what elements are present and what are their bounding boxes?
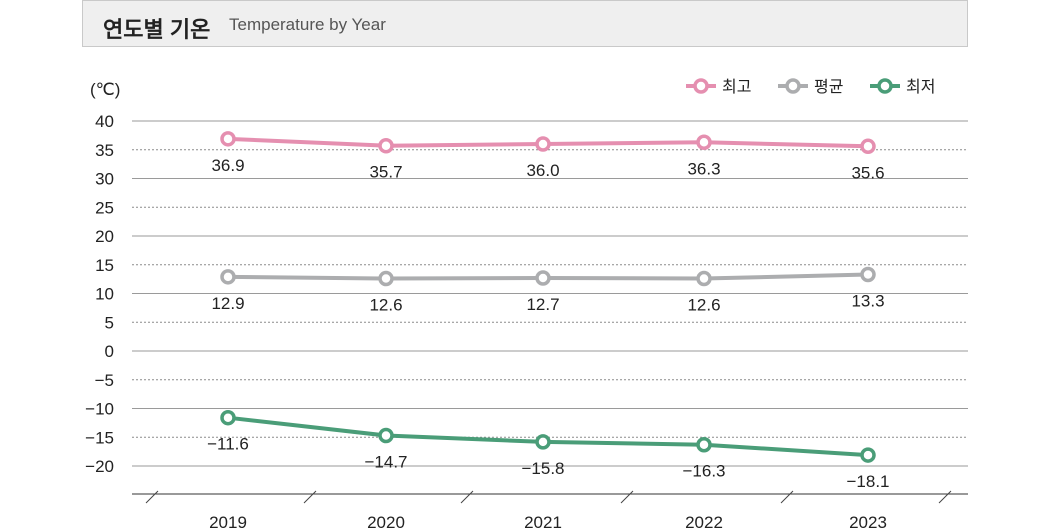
data-point xyxy=(860,447,876,463)
data-label: 13.3 xyxy=(851,292,884,311)
y-tick-label: 30 xyxy=(95,170,114,189)
x-tick-label: 2021 xyxy=(524,513,562,530)
legend-label: 평균 xyxy=(814,77,843,96)
legend-marker xyxy=(877,78,893,94)
data-point xyxy=(535,136,551,152)
data-label: 36.3 xyxy=(687,159,720,178)
data-point xyxy=(220,131,236,147)
data-point xyxy=(220,269,236,285)
data-point xyxy=(860,138,876,155)
y-tick-label: 40 xyxy=(95,112,114,131)
data-point xyxy=(696,134,712,151)
data-point xyxy=(378,137,394,154)
legend-marker xyxy=(785,78,801,94)
data-label: −15.8 xyxy=(521,459,564,478)
x-axis-tick-mark xyxy=(780,490,794,504)
data-label: 36.9 xyxy=(211,156,244,175)
grid xyxy=(132,120,968,467)
data-point xyxy=(535,270,551,286)
data-label: 35.7 xyxy=(369,163,402,182)
data-point xyxy=(378,427,394,444)
y-tick-label: −20 xyxy=(85,457,114,476)
legend: 최고 평균 최저 xyxy=(686,77,935,96)
data-point xyxy=(696,436,712,453)
x-tick-label: 2022 xyxy=(685,513,723,530)
data-label: −18.1 xyxy=(846,472,889,491)
y-tick-label: −5 xyxy=(95,371,114,390)
data-point xyxy=(696,270,712,287)
x-axis-tick-mark xyxy=(460,490,474,504)
y-axis-unit-label: (℃) xyxy=(90,80,120,99)
y-tick-label: 35 xyxy=(95,141,114,160)
x-axis-tick-mark xyxy=(303,490,317,504)
x-tick-label: 2019 xyxy=(209,513,247,530)
legend-label: 최고 xyxy=(722,77,751,96)
legend-label: 최저 xyxy=(906,77,935,96)
data-point xyxy=(860,266,876,283)
y-tick-label: 0 xyxy=(105,342,114,361)
data-point xyxy=(535,434,551,450)
y-tick-label: 10 xyxy=(95,285,114,304)
data-label: 12.9 xyxy=(211,294,244,313)
data-point xyxy=(220,409,236,426)
chart-title: 연도별 기온 xyxy=(103,17,211,42)
data-point xyxy=(378,270,394,287)
axes: 40 35 30 25 20 15 10 5 0 −5 −10 −15 −20 (℃) 2019 2020 20… xyxy=(85,80,968,530)
legend-marker xyxy=(693,78,709,94)
chart-subtitle: Temperature by Year xyxy=(229,15,386,34)
data-label: 36.0 xyxy=(526,161,559,180)
chart-title-box: 연도별 기온 Temperature by Year xyxy=(82,0,968,47)
y-tick-label: 25 xyxy=(95,198,114,217)
x-axis-tick-mark xyxy=(938,490,952,504)
series: 36.9 35.7 36.0 36.3 35.6 12.9 12.6 12.7 12.6 13.3… xyxy=(207,131,890,491)
data-label: 35.6 xyxy=(851,163,884,182)
y-tick-label: 15 xyxy=(95,256,114,275)
x-axis-tick-mark xyxy=(620,490,634,504)
x-tick-label: 2023 xyxy=(849,513,887,530)
data-label: 12.6 xyxy=(369,296,402,315)
y-tick-label: −15 xyxy=(85,428,114,447)
x-tick-label: 2020 xyxy=(367,513,405,530)
x-axis-tick-mark xyxy=(145,490,159,504)
y-tick-label: 5 xyxy=(105,313,114,332)
data-label: 12.7 xyxy=(526,295,559,314)
data-label: 12.6 xyxy=(687,296,720,315)
y-tick-label: 20 xyxy=(95,227,114,246)
y-tick-label: −10 xyxy=(85,400,114,419)
data-label: −11.6 xyxy=(207,435,249,454)
data-label: −14.7 xyxy=(364,453,407,472)
data-label: −16.3 xyxy=(682,462,725,481)
